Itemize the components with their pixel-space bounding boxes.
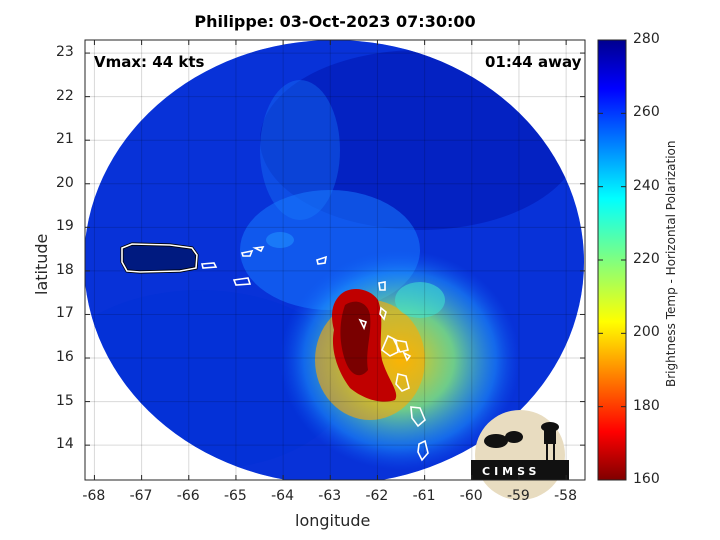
y-tick-label: 19 xyxy=(56,218,74,235)
x-tick-label: -66 xyxy=(176,488,200,504)
colorbar-tick-label: 240 xyxy=(633,177,660,194)
colorbar-tick-label: 260 xyxy=(633,104,660,121)
y-tick-label: 18 xyxy=(56,261,74,278)
vmax-label: Vmax: 44 kts xyxy=(94,53,205,71)
y-tick-label: 17 xyxy=(56,305,74,322)
grid-lines xyxy=(85,40,585,480)
y-tick-label: 16 xyxy=(56,349,74,366)
x-tick-label: -60 xyxy=(459,488,483,504)
tick-marks xyxy=(85,40,585,480)
y-tick-label: 20 xyxy=(56,174,74,191)
colorbar-tick-label: 280 xyxy=(633,31,660,47)
brightness-temp-swath xyxy=(84,40,584,480)
colorbar-tick-label: 160 xyxy=(633,471,660,487)
coastlines xyxy=(120,242,429,462)
x-tick-label: -62 xyxy=(365,488,389,504)
y-axis-label: latitude xyxy=(32,233,51,295)
colorbar-tick-label: 200 xyxy=(633,324,660,341)
x-tick-label: -68 xyxy=(82,488,106,504)
y-tick-label: 23 xyxy=(56,44,74,61)
time-away-label: 01:44 away xyxy=(485,53,582,71)
cimss-logo xyxy=(471,410,569,500)
x-axis-label: longitude xyxy=(295,511,371,530)
colorbar-tick-marks xyxy=(598,39,626,481)
colorbar-tick-label: 220 xyxy=(633,251,660,267)
x-tick-label: -59 xyxy=(506,488,530,504)
y-tick-label: 21 xyxy=(56,131,74,148)
puerto-rico-coastline xyxy=(120,242,199,274)
x-tick-label: -58 xyxy=(554,488,577,504)
x-tick-label: -65 xyxy=(223,488,247,504)
cimss-logo-text: CIMSS xyxy=(482,465,541,478)
colorbar-label: Brightness Temp - Horizontal Polarizatio… xyxy=(664,140,678,387)
x-tick-label: -64 xyxy=(271,488,294,504)
y-tick-label: 15 xyxy=(56,392,74,409)
plot-title: Philippe: 03-Oct-2023 07:30:00 xyxy=(194,12,476,31)
x-tick-label: -61 xyxy=(412,488,436,504)
y-tick-label: 14 xyxy=(56,436,74,453)
colorbar-tick-label: 180 xyxy=(633,397,660,414)
axes-box xyxy=(84,39,586,481)
x-tick-label: -63 xyxy=(318,488,342,504)
y-tick-label: 22 xyxy=(56,87,74,104)
x-tick-label: -67 xyxy=(129,488,153,504)
